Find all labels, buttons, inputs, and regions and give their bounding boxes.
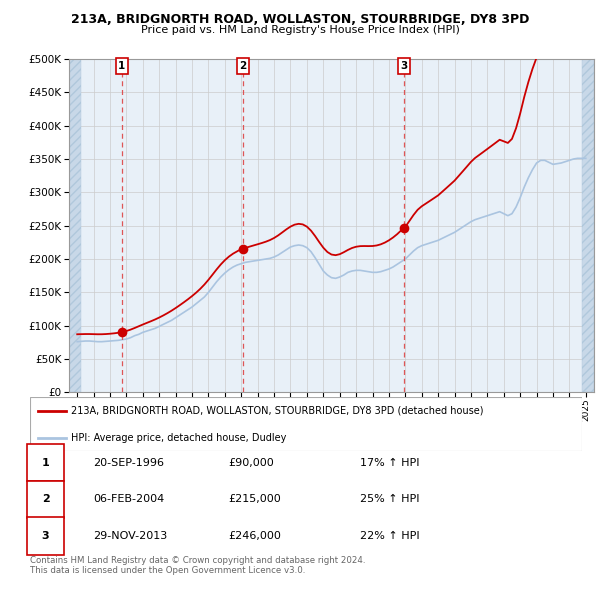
- Text: 06-FEB-2004: 06-FEB-2004: [93, 494, 164, 504]
- Text: 20-SEP-1996: 20-SEP-1996: [93, 458, 164, 468]
- Text: 2: 2: [42, 494, 49, 504]
- Text: £246,000: £246,000: [228, 531, 281, 541]
- Text: 213A, BRIDGNORTH ROAD, WOLLASTON, STOURBRIDGE, DY8 3PD (detached house): 213A, BRIDGNORTH ROAD, WOLLASTON, STOURB…: [71, 406, 484, 415]
- Text: Contains HM Land Registry data © Crown copyright and database right 2024.
This d: Contains HM Land Registry data © Crown c…: [30, 556, 365, 575]
- Text: 213A, BRIDGNORTH ROAD, WOLLASTON, STOURBRIDGE, DY8 3PD: 213A, BRIDGNORTH ROAD, WOLLASTON, STOURB…: [71, 13, 529, 26]
- Text: £90,000: £90,000: [228, 458, 274, 468]
- Text: 22% ↑ HPI: 22% ↑ HPI: [360, 531, 419, 541]
- Text: HPI: Average price, detached house, Dudley: HPI: Average price, detached house, Dudl…: [71, 433, 287, 442]
- Text: 25% ↑ HPI: 25% ↑ HPI: [360, 494, 419, 504]
- Text: 29-NOV-2013: 29-NOV-2013: [93, 531, 167, 541]
- Text: 3: 3: [400, 61, 407, 71]
- Text: £215,000: £215,000: [228, 494, 281, 504]
- Text: 1: 1: [118, 61, 125, 71]
- Text: Price paid vs. HM Land Registry's House Price Index (HPI): Price paid vs. HM Land Registry's House …: [140, 25, 460, 35]
- Text: 1: 1: [42, 458, 49, 468]
- Text: 2: 2: [239, 61, 247, 71]
- Text: 17% ↑ HPI: 17% ↑ HPI: [360, 458, 419, 468]
- Text: 3: 3: [42, 531, 49, 541]
